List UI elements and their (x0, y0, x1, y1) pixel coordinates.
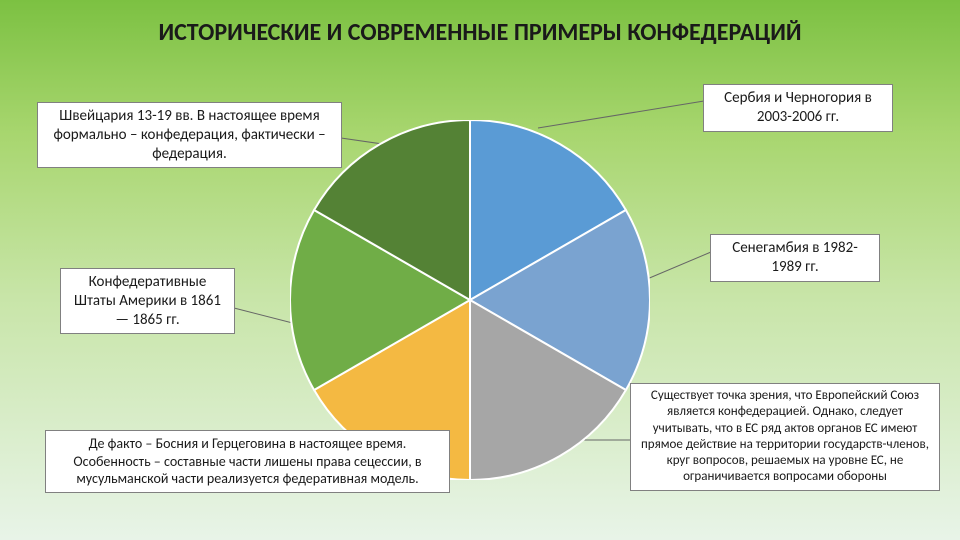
label-switzerland: Швейцария 13-19 вв. В настоящее время фо… (37, 102, 342, 168)
label-serbia: Сербия и Черногория в 2003-2006 гг. (703, 84, 893, 132)
label-csa: Конфедеративные Штаты Америки в 1861 — 1… (60, 268, 235, 334)
label-senegambia: Сенегамбия в 1982-1989 гг. (710, 234, 880, 282)
leader-line (640, 252, 711, 282)
slide: ИСТОРИЧЕСКИЕ И СОВРЕМЕННЫЕ ПРИМЕРЫ КОНФЕ… (0, 0, 960, 540)
slide-title: ИСТОРИЧЕСКИЕ И СОВРЕМЕННЫЕ ПРИМЕРЫ КОНФЕ… (0, 18, 960, 47)
label-bosnia: Де факто – Босния и Герцеговина в настоя… (45, 430, 450, 493)
label-eu: Существует точка зрения, что Европейский… (630, 383, 940, 491)
